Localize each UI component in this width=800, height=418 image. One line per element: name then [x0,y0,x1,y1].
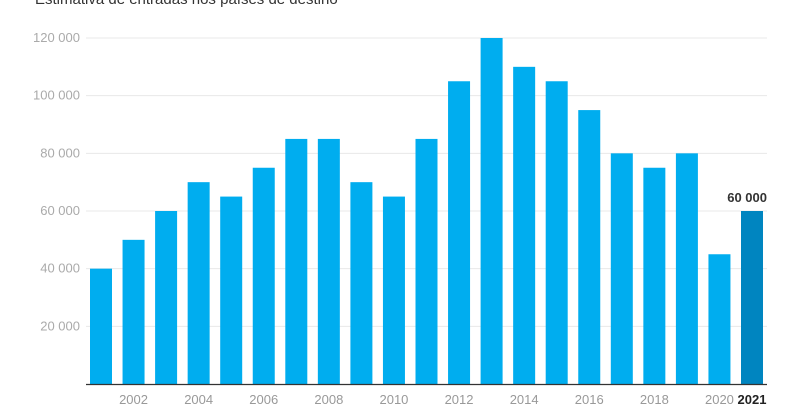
y-tick-label: 60 000 [40,203,80,218]
bar-2009 [350,182,373,384]
y-tick-label: 120 000 [33,30,80,45]
bar-2005 [220,196,243,384]
bar-2021 [741,211,763,384]
x-tick-label: 2014 [510,392,539,407]
y-tick-label: 40 000 [40,261,80,276]
x-tick-label: 2020 [705,392,734,407]
y-tick-label: 100 000 [33,88,80,103]
bar-2013 [480,38,503,384]
x-tick-label: 2021 [738,392,767,407]
x-tick-label: 2016 [575,392,604,407]
x-tick-label: 2010 [379,392,408,407]
x-tick-label: 2012 [445,392,474,407]
bar-2020 [708,254,731,384]
bar-2001 [90,268,112,384]
bar-2019 [675,153,698,384]
bar-2018 [643,167,666,384]
bar-2017 [610,153,633,384]
x-tick-label: 2006 [249,392,278,407]
x-tick-label: 2018 [640,392,669,407]
bar-2003 [155,211,178,384]
bar-2015 [545,81,568,384]
bar-2007 [285,138,308,384]
y-tick-label: 80 000 [40,145,80,160]
chart-title: Estimativa de entradas nos países de des… [35,0,338,8]
bar-2002 [122,239,145,384]
bar-2008 [317,138,340,384]
bar-2014 [513,66,536,384]
bar-2012 [448,81,471,384]
bar-2006 [252,167,275,384]
y-tick-label: 20 000 [40,318,80,333]
x-tick-label: 2002 [119,392,148,407]
bar-2011 [415,138,438,384]
x-tick-label: 2004 [184,392,213,407]
bar-2010 [382,196,405,384]
data-label: 60 000 [727,190,767,205]
x-tick-label: 2008 [314,392,343,407]
bar-2016 [578,110,601,384]
bar-2004 [187,182,210,384]
